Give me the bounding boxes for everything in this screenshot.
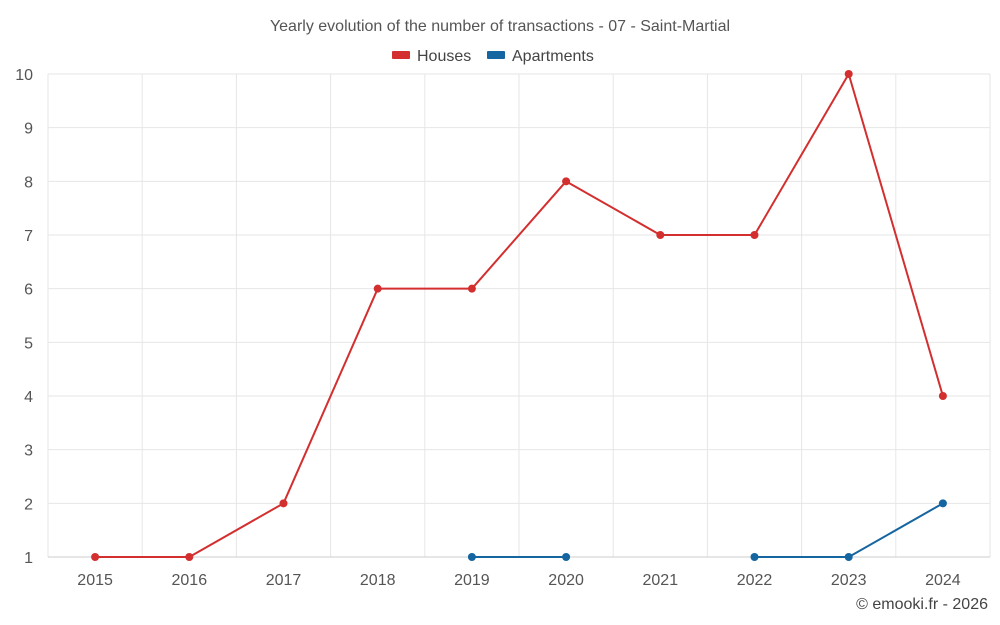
data-point-houses-2019[interactable] xyxy=(467,284,476,293)
series-line-houses xyxy=(95,73,944,558)
legend-item-houses[interactable]: Houses xyxy=(392,48,471,65)
data-point-houses-2023[interactable] xyxy=(844,70,853,78)
y-tick-label: 5 xyxy=(24,335,33,352)
x-axis-ticks: 2015 2016 2017 2018 2019 2020 2021 2022 2023 2024 xyxy=(77,572,960,589)
y-axis-ticks: 1 2 3 4 5 6 7 8 9 10 xyxy=(15,67,33,567)
credit-text: © emooki.fr - 2026 xyxy=(856,596,988,613)
data-point-houses-2017[interactable] xyxy=(279,499,288,508)
y-tick-label: 7 xyxy=(24,228,33,245)
legend: Houses Apartments xyxy=(392,48,594,65)
chart-title: Yearly evolution of the number of transa… xyxy=(270,18,730,35)
legend-swatch-houses xyxy=(392,51,410,59)
data-point-houses-2018[interactable] xyxy=(373,284,382,293)
x-tick-label: 2019 xyxy=(454,572,490,589)
series-apartments xyxy=(467,499,947,561)
series-group xyxy=(91,70,947,561)
data-point-houses-2015[interactable] xyxy=(91,553,100,561)
data-point-houses-2021[interactable] xyxy=(656,231,665,239)
y-tick-label: 8 xyxy=(24,174,33,191)
x-tick-label: 2016 xyxy=(172,572,208,589)
x-tick-label: 2023 xyxy=(831,572,867,589)
y-tick-label: 2 xyxy=(24,496,33,513)
y-tick-label: 4 xyxy=(24,389,33,406)
data-point-apartments-2022[interactable] xyxy=(750,553,759,561)
x-tick-label: 2020 xyxy=(548,572,584,589)
y-tick-label: 9 xyxy=(24,121,33,138)
legend-swatch-apartments xyxy=(487,51,505,59)
y-tick-label: 3 xyxy=(24,443,33,460)
legend-label-houses: Houses xyxy=(417,48,471,65)
x-tick-label: 2018 xyxy=(360,572,396,589)
x-tick-label: 2017 xyxy=(266,572,302,589)
x-tick-label: 2024 xyxy=(925,572,961,589)
data-point-apartments-2023[interactable] xyxy=(844,553,853,561)
data-point-apartments-2019[interactable] xyxy=(467,553,476,561)
y-tick-label: 6 xyxy=(24,282,33,299)
series-line-apartments xyxy=(754,502,944,558)
data-point-houses-2016[interactable] xyxy=(185,553,194,561)
x-tick-label: 2022 xyxy=(737,572,773,589)
y-tick-label: 10 xyxy=(15,67,33,84)
data-point-apartments-2024[interactable] xyxy=(938,499,947,508)
legend-item-apartments[interactable]: Apartments xyxy=(487,48,594,65)
data-point-apartments-2020[interactable] xyxy=(562,553,571,561)
data-point-houses-2020[interactable] xyxy=(562,177,571,186)
x-tick-label: 2015 xyxy=(77,572,113,589)
x-tick-label: 2021 xyxy=(643,572,679,589)
series-houses xyxy=(91,70,947,561)
y-tick-label: 1 xyxy=(24,550,33,567)
data-point-houses-2022[interactable] xyxy=(750,231,759,239)
legend-label-apartments: Apartments xyxy=(512,48,594,65)
grid xyxy=(47,73,991,558)
data-point-houses-2024[interactable] xyxy=(938,392,947,400)
